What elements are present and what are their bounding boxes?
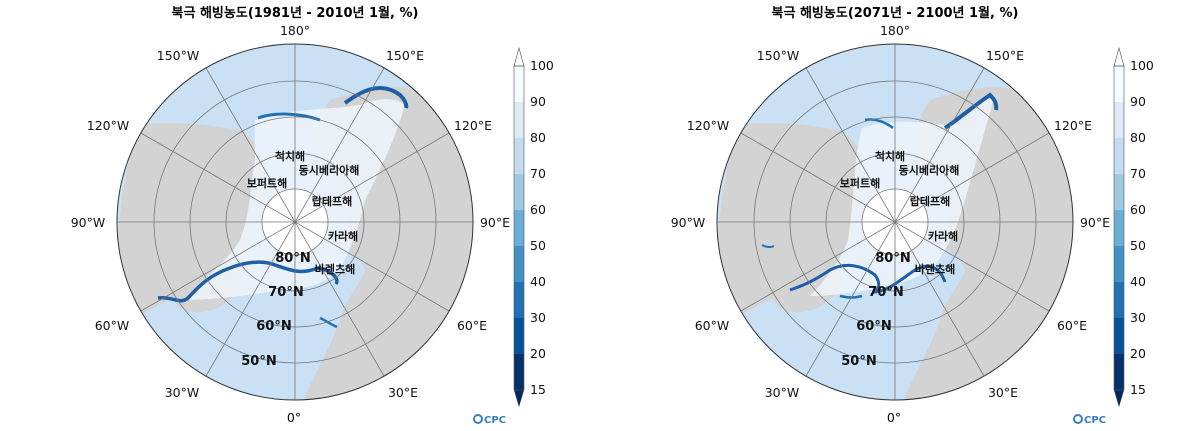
colorbar-tick: 70 xyxy=(1130,166,1146,181)
sea-label-kara: 카라해 xyxy=(928,229,958,243)
lat-label-50n: 50°N xyxy=(841,354,876,369)
ice-edge-labrador xyxy=(839,294,863,299)
lon-label-60e: 60°E xyxy=(457,318,487,333)
land-north-america xyxy=(117,122,269,320)
colorbar-tick: 100 xyxy=(1130,58,1154,73)
lon-label-120w: 120°W xyxy=(87,118,129,133)
sea-label-beaufort: 보퍼트해 xyxy=(247,176,287,190)
lon-label-120w: 120°W xyxy=(687,118,729,133)
ice-edge-north-pacific xyxy=(943,92,999,130)
colorbar-tick: 15 xyxy=(1130,382,1146,397)
map-border xyxy=(116,43,474,401)
lon-label-180: 180° xyxy=(280,23,310,38)
colorbar-tick: 100 xyxy=(530,58,554,73)
meridians xyxy=(117,44,473,400)
lon-label-0: 0° xyxy=(887,410,901,425)
lon-label-30w: 30°W xyxy=(765,385,800,400)
lon-label-150e: 150°E xyxy=(986,48,1024,63)
lon-label-60e: 60°E xyxy=(1057,318,1087,333)
cpc-logo: CPC xyxy=(473,414,506,426)
sea-label-east-siberian: 동시베리아해 xyxy=(899,163,960,177)
cpc-logo: CPC xyxy=(1073,414,1106,426)
colorbar-tick: 60 xyxy=(530,202,546,217)
ice-edge-atlantic xyxy=(789,263,947,295)
lon-label-90w: 90°W xyxy=(671,215,706,230)
lon-label-120e: 120°E xyxy=(454,118,492,133)
lon-label-90w: 90°W xyxy=(71,215,106,230)
sea-label-beaufort: 보퍼트해 xyxy=(840,176,880,190)
ice-edge-north-pacific xyxy=(343,85,409,109)
lat-label-60n: 60°N xyxy=(256,319,291,334)
colorbar-tick: 90 xyxy=(530,94,546,109)
lon-label-30e: 30°E xyxy=(988,385,1018,400)
lat-label-80n: 80°N xyxy=(275,251,310,266)
lon-label-90e: 90°E xyxy=(1080,215,1110,230)
land-north-america xyxy=(717,122,869,320)
sea-label-chukchi: 척치해 xyxy=(875,149,905,163)
colorbar-tick: 30 xyxy=(530,310,546,325)
ice-edge-atlantic xyxy=(157,260,339,303)
ice-edge-bering xyxy=(864,118,894,130)
colorbar-tick: 15 xyxy=(530,382,546,397)
map-right: 북극 해빙농도(2071년 - 2100년 1월, %) xyxy=(671,5,1154,426)
lon-label-30w: 30°W xyxy=(165,385,200,400)
colorbar-tick: 40 xyxy=(530,274,546,289)
map-disk xyxy=(117,44,473,400)
sea-label-barents: 바렌츠해 xyxy=(915,262,955,276)
sea-label-kara: 카라해 xyxy=(328,229,358,243)
ice-edge-hudson xyxy=(761,244,775,249)
lon-label-90e: 90°E xyxy=(480,215,510,230)
sea-label-laptev: 랍테프해 xyxy=(312,194,352,208)
lat-label-60n: 60°N xyxy=(856,319,891,334)
map-disk xyxy=(717,44,1073,400)
lon-label-150w: 150°W xyxy=(757,48,799,63)
map-title: 북극 해빙농도(2071년 - 2100년 1월, %) xyxy=(772,5,1019,21)
lat-label-70n: 70°N xyxy=(868,285,903,300)
logo-text: CPC xyxy=(484,415,506,426)
map-title: 북극 해빙농도(1981년 - 2010년 1월, %) xyxy=(172,5,419,21)
colorbar-tick: 50 xyxy=(530,238,546,253)
colorbar-tick: 50 xyxy=(1130,238,1146,253)
sea-label-chukchi: 척치해 xyxy=(275,149,305,163)
sea-label-laptev: 랍테프해 xyxy=(910,194,950,208)
lon-label-150w: 150°W xyxy=(157,48,199,63)
colorbar-left: 100 90 80 70 60 50 40 30 20 15 xyxy=(513,46,554,407)
meridians xyxy=(717,44,1073,400)
lat-label-70n: 70°N xyxy=(268,285,303,300)
lon-label-0: 0° xyxy=(287,410,301,425)
ice-edge-bering xyxy=(257,112,321,122)
lon-label-60w: 60°W xyxy=(95,318,130,333)
lon-label-150e: 150°E xyxy=(386,48,424,63)
colorbar-right: 100 90 80 70 60 50 40 30 20 15 xyxy=(1113,46,1154,407)
colorbar-tick: 60 xyxy=(1130,202,1146,217)
colorbar-tick: 20 xyxy=(1130,346,1146,361)
lon-label-120e: 120°E xyxy=(1054,118,1092,133)
colorbar-tick: 40 xyxy=(1130,274,1146,289)
colorbar-tick: 80 xyxy=(1130,130,1146,145)
colorbar-tick: 80 xyxy=(530,130,546,145)
colorbar-tick: 90 xyxy=(1130,94,1146,109)
sea-label-barents: 바렌츠해 xyxy=(315,262,355,276)
map-border xyxy=(716,43,1074,401)
lat-label-50n: 50°N xyxy=(241,354,276,369)
lat-label-80n: 80°N xyxy=(875,251,910,266)
colorbar-tick: 30 xyxy=(1130,310,1146,325)
colorbar-tick: 70 xyxy=(530,166,546,181)
logo-text: CPC xyxy=(1084,415,1106,426)
lon-label-30e: 30°E xyxy=(388,385,418,400)
map-left: 북극 해빙농도(1981년 - 2010년 1월, %) xyxy=(71,5,554,426)
sea-label-east-siberian: 동시베리아해 xyxy=(299,163,360,177)
lon-label-60w: 60°W xyxy=(695,318,730,333)
lon-label-180: 180° xyxy=(880,23,910,38)
colorbar-tick: 20 xyxy=(530,346,546,361)
